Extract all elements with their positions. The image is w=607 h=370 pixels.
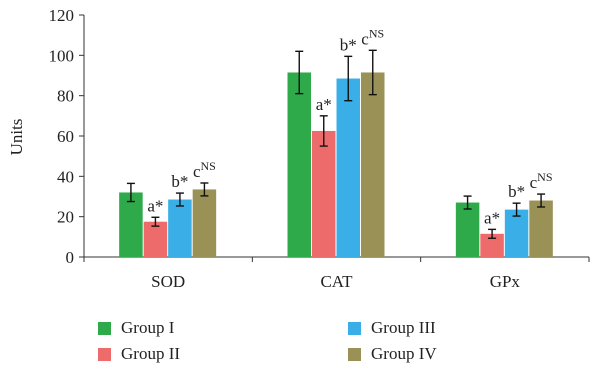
y-tick-label: 60 xyxy=(57,127,74,146)
bar xyxy=(336,78,360,258)
bar xyxy=(361,72,385,257)
x-category-label: SOD xyxy=(151,272,185,291)
y-axis-label: Units xyxy=(7,119,26,156)
bar xyxy=(143,221,168,257)
y-tick-label: 0 xyxy=(66,248,75,267)
bar xyxy=(529,200,553,257)
significance-label: cNS xyxy=(530,170,553,192)
x-category-label: CAT xyxy=(320,272,353,291)
bar xyxy=(312,130,336,257)
x-category-label: GPx xyxy=(490,272,521,291)
y-tick-label: 100 xyxy=(49,46,75,65)
significance-label: cNS xyxy=(361,26,384,48)
bar xyxy=(192,189,217,257)
bar xyxy=(504,209,529,257)
bar xyxy=(119,192,143,257)
significance-label: b* xyxy=(340,35,357,54)
y-tick-label: 20 xyxy=(57,208,74,227)
bar xyxy=(455,202,480,257)
y-tick-label: 120 xyxy=(49,6,75,25)
y-tick-label: 80 xyxy=(57,87,74,106)
y-tick-label: 40 xyxy=(57,167,74,186)
significance-label: a* xyxy=(316,95,332,114)
bar xyxy=(168,199,192,257)
significance-label: b* xyxy=(171,172,188,191)
significance-label: a* xyxy=(484,208,500,227)
significance-label: cNS xyxy=(193,159,216,181)
bar xyxy=(287,72,311,257)
significance-label: b* xyxy=(508,182,525,201)
bar xyxy=(480,233,504,257)
significance-label: a* xyxy=(147,196,163,215)
